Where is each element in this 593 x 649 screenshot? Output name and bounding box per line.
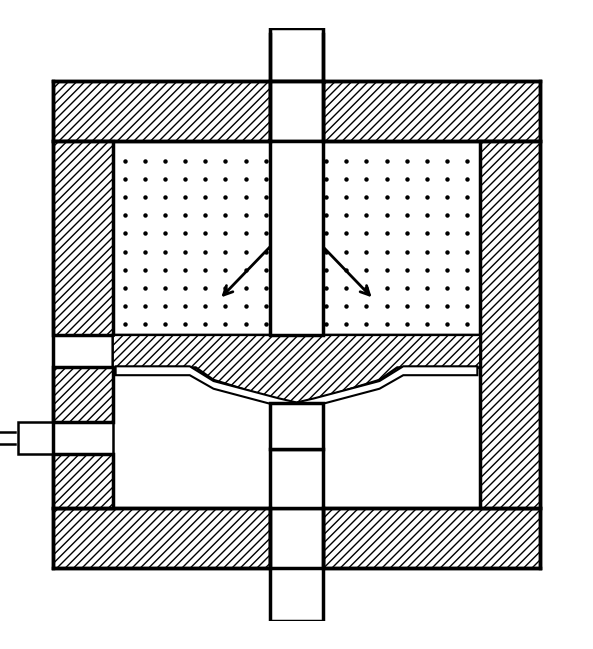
Bar — [270, 28, 323, 81]
Bar — [113, 335, 270, 367]
Polygon shape — [113, 335, 480, 403]
Polygon shape — [116, 366, 477, 410]
Bar — [270, 449, 323, 508]
Bar — [53, 454, 113, 508]
Bar — [323, 81, 540, 141]
Bar — [18, 422, 53, 454]
Bar — [53, 367, 113, 422]
Bar — [270, 403, 323, 449]
Bar — [270, 508, 323, 621]
Bar — [53, 141, 113, 335]
Bar — [270, 141, 323, 335]
Bar — [480, 141, 540, 508]
Bar — [323, 335, 480, 367]
Bar — [113, 141, 480, 508]
Bar — [53, 81, 270, 141]
Bar — [53, 508, 270, 568]
Bar — [270, 81, 323, 141]
Bar — [323, 508, 540, 568]
